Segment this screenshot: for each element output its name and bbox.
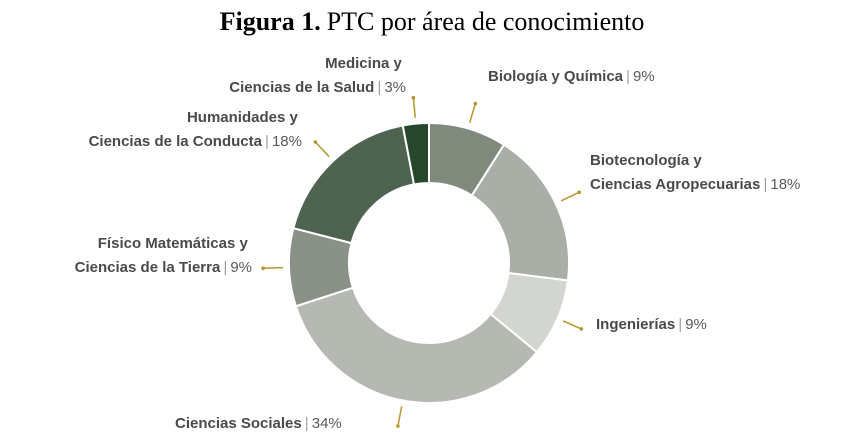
donut-segment <box>294 286 539 404</box>
value-label: 9% <box>230 259 252 276</box>
label-line: Ciencias Agropecuarias <box>590 176 760 193</box>
leader-dot <box>411 95 416 100</box>
label-line: Biotecnología y <box>590 152 706 169</box>
category-label: Biología y Química <box>488 68 624 85</box>
leader-dot <box>396 424 400 428</box>
figure-label: Figura 1. <box>220 7 321 36</box>
value-label: 34% <box>312 415 342 432</box>
chart-title: Figura 1. PTC por área de conocimiento <box>220 7 645 36</box>
category-label: Medicina y Ciencias de la Salud <box>229 55 406 96</box>
leader-dot <box>473 101 478 106</box>
leader-dot <box>313 140 318 144</box>
value-label: 18% <box>272 133 302 150</box>
title-text: PTC por área de conocimiento <box>327 7 645 36</box>
leader-line <box>412 97 417 118</box>
leader-line <box>314 141 330 158</box>
category-label: Ingenierías <box>596 316 675 333</box>
value-label: 18% <box>770 176 800 193</box>
leader-line <box>560 191 580 202</box>
leader-dot <box>577 190 582 195</box>
label-line: Físico Matemáticas y <box>98 235 252 252</box>
leader-dot <box>261 266 265 271</box>
leader-line <box>562 320 582 330</box>
value-label: 3% <box>384 79 406 96</box>
value-label: 9% <box>633 68 655 85</box>
donut-segment <box>401 121 430 186</box>
value-label: 9% <box>685 316 707 333</box>
category-label: Humanidades y Ciencias de la Conducta <box>89 109 302 150</box>
leader-line <box>263 266 284 269</box>
category-label: Biotecnología y Ciencias Agropecuarias <box>590 152 760 193</box>
leader-line <box>397 406 403 427</box>
label-line: Ciencias de la Tierra <box>75 259 221 276</box>
label-line: Ciencias de la Conducta <box>89 133 263 150</box>
category-label: Ciencias Sociales <box>175 415 302 432</box>
leader-dot <box>579 327 584 331</box>
category-label: Físico Matemáticas y Ciencias de la Tier… <box>75 235 252 276</box>
donut-segment <box>292 124 416 245</box>
label-line: Ciencias de la Salud <box>229 79 374 96</box>
label-line: Medicina y <box>325 55 406 72</box>
label-line: Humanidades y <box>187 109 302 126</box>
leader-line <box>469 103 477 124</box>
